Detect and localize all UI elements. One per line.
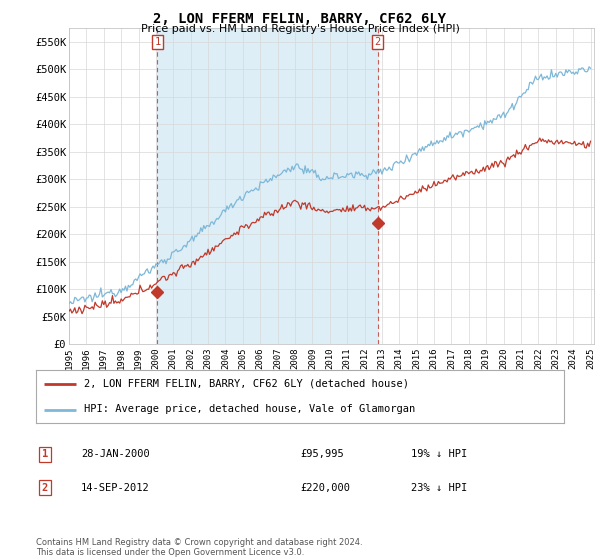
Text: 1: 1 bbox=[154, 37, 160, 46]
Bar bbox=[157, 28, 377, 344]
Text: 2: 2 bbox=[374, 37, 380, 46]
Text: Price paid vs. HM Land Registry's House Price Index (HPI): Price paid vs. HM Land Registry's House … bbox=[140, 24, 460, 34]
Text: 19% ↓ HPI: 19% ↓ HPI bbox=[411, 449, 467, 459]
Text: Contains HM Land Registry data © Crown copyright and database right 2024.
This d: Contains HM Land Registry data © Crown c… bbox=[36, 538, 362, 557]
Text: 23% ↓ HPI: 23% ↓ HPI bbox=[411, 483, 467, 493]
Text: 28-JAN-2000: 28-JAN-2000 bbox=[81, 449, 150, 459]
Text: 2, LON FFERM FELIN, BARRY, CF62 6LY (detached house): 2, LON FFERM FELIN, BARRY, CF62 6LY (det… bbox=[83, 379, 409, 389]
Text: 2, LON FFERM FELIN, BARRY, CF62 6LY: 2, LON FFERM FELIN, BARRY, CF62 6LY bbox=[154, 12, 446, 26]
Text: 2: 2 bbox=[42, 483, 48, 493]
Text: 14-SEP-2012: 14-SEP-2012 bbox=[81, 483, 150, 493]
Text: £220,000: £220,000 bbox=[300, 483, 350, 493]
Text: HPI: Average price, detached house, Vale of Glamorgan: HPI: Average price, detached house, Vale… bbox=[83, 404, 415, 414]
Text: £95,995: £95,995 bbox=[300, 449, 344, 459]
Text: 1: 1 bbox=[42, 449, 48, 459]
